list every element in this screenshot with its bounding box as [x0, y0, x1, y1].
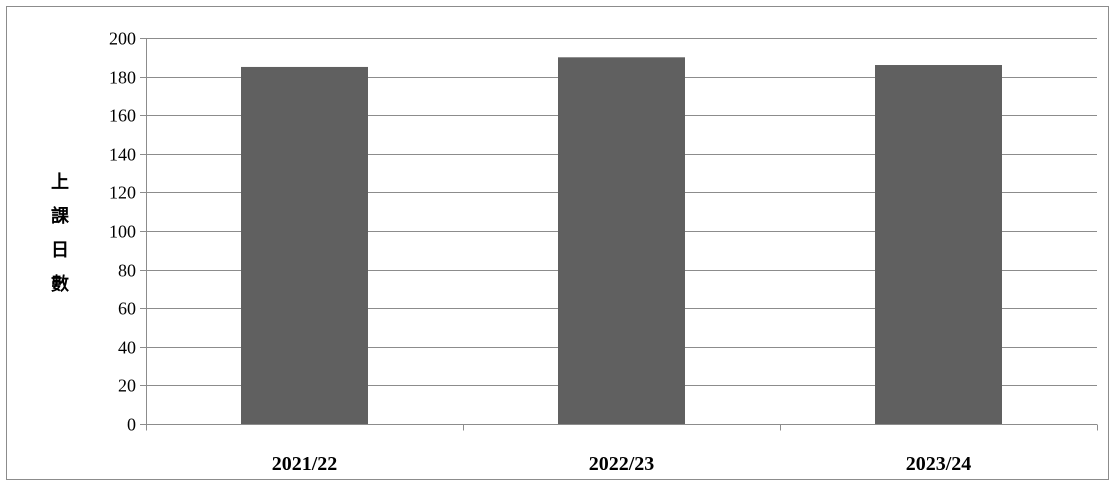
y-tick-label: 140 [109, 145, 136, 165]
bar-2023-24 [875, 65, 1002, 425]
y-tick-label: 180 [109, 68, 136, 88]
y-tick-label: 160 [109, 106, 136, 126]
y-tick-label: 60 [118, 299, 136, 319]
x-tick-label: 2021/22 [272, 453, 338, 475]
y-axis-title-char: 數 [51, 274, 69, 295]
bar-2021-22 [241, 66, 368, 424]
y-axis-title-char: 上 [51, 172, 69, 193]
y-tick-labels: 0 20 40 60 80 100 120 140 160 180 200 [109, 29, 136, 435]
axes [140, 38, 1098, 431]
x-tick-labels: 2021/22 2022/23 2023/24 [272, 453, 972, 475]
y-tick-label: 200 [109, 29, 136, 49]
y-tick-label: 80 [118, 261, 136, 281]
y-tick-label: 0 [127, 415, 136, 435]
y-tick-label: 20 [118, 376, 136, 396]
y-axis-title-char: 課 [51, 205, 70, 227]
bars [241, 57, 1002, 425]
bar-2022-23 [558, 57, 685, 425]
y-tick-label: 120 [109, 183, 136, 203]
y-axis-title-char: 日 [51, 240, 69, 261]
y-tick-label: 100 [109, 222, 136, 242]
x-tick-label: 2022/23 [589, 453, 655, 475]
x-tick-label: 2023/24 [906, 453, 972, 475]
y-tick-label: 40 [118, 338, 136, 358]
